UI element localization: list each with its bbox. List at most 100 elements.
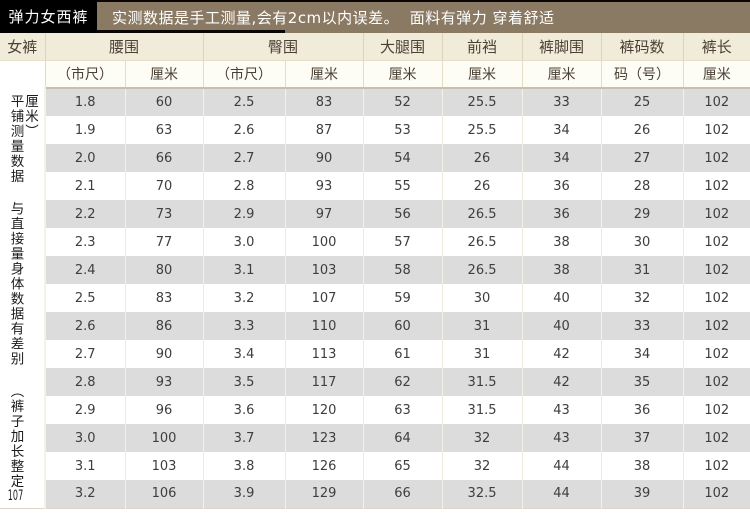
size-value-cell: 2.8 [45,368,126,396]
size-value-cell: 87 [285,116,364,144]
size-value-cell: 63 [363,396,443,424]
corner-spacer [0,60,46,88]
unit-leg-opening-cm: 厘米 [522,60,602,88]
size-value-cell: 3.1 [45,452,126,480]
size-value-cell: 34 [522,116,602,144]
size-value-cell: 1.8 [45,87,126,116]
size-value-cell: 3.1 [203,256,286,284]
size-value-cell: 31 [442,312,523,340]
size-value-cell: 3.6 [203,396,286,424]
size-value-cell: 31 [442,340,523,368]
col-group-waist: 腰围 [45,33,204,61]
size-value-cell: 62 [363,368,443,396]
size-value-cell: 1.9 [45,116,126,144]
size-value-cell: 31.5 [442,368,523,396]
size-value-cell: 63 [125,116,204,144]
size-value-cell: 102 [683,424,750,452]
size-value-cell: 83 [285,87,364,116]
size-value-cell: 96 [125,396,204,424]
size-value-cell: 26.5 [442,228,523,256]
table-row: 2.1 70 2.8 93 55 26 36 28 102 [0,172,750,200]
unit-hip-chi: （市尺） [203,60,286,88]
size-value-cell: 65 [363,452,443,480]
size-value-cell: 2.2 [45,200,126,228]
table-row: 2.5 83 3.2 107 59 30 40 32 102 [0,284,750,312]
size-value-cell: 38 [601,452,684,480]
size-value-cell: 113 [285,340,364,368]
size-value-cell: 32 [601,284,684,312]
size-value-cell: 44 [522,480,602,508]
corner-label: 女裤 [0,33,46,61]
header-unit-row: （市尺） 厘米 （市尺） 厘米 厘米 厘米 厘米 码（号） 厘米 [0,60,750,88]
size-value-cell: 58 [363,256,443,284]
size-value-cell: 102 [683,284,750,312]
size-value-cell: 93 [285,172,364,200]
size-value-cell: 26.5 [442,256,523,284]
size-value-cell: 102 [683,144,750,172]
col-group-hip: 臀围 [203,33,364,61]
table-row: 2.9 96 3.6 120 63 31.5 43 36 102 [0,396,750,424]
size-value-cell: 2.8 [203,172,286,200]
size-value-cell: 39 [601,480,684,508]
size-value-cell: 2.9 [203,200,286,228]
size-value-cell: 3.9 [203,480,286,508]
size-value-cell: 52 [363,87,443,116]
size-value-cell: 102 [683,368,750,396]
size-value-cell: 55 [363,172,443,200]
size-value-cell: 34 [522,144,602,172]
size-value-cell: 102 [683,116,750,144]
size-value-cell: 40 [522,312,602,340]
size-value-cell: 80 [125,256,204,284]
size-value-cell: 102 [683,87,750,116]
table-row: 2.4 80 3.1 103 58 26.5 38 31 102 [0,256,750,284]
size-value-cell: 2.1 [45,172,126,200]
size-value-cell: 54 [363,144,443,172]
size-value-cell: 59 [363,284,443,312]
size-value-cell: 26.5 [442,200,523,228]
table-row: 2.6 86 3.3 110 60 31 40 33 102 [0,312,750,340]
size-value-cell: 3.5 [203,368,286,396]
unit-size-code: 码（号） [601,60,684,88]
table-row: 2.3 77 3.0 100 57 26.5 38 30 102 [0,228,750,256]
table-row: 3.2 106 3.9 129 66 32.5 44 39 102 [0,480,750,508]
col-group-thigh: 大腿围 [363,33,443,61]
size-value-cell: 3.4 [203,340,286,368]
size-value-cell: 30 [601,228,684,256]
size-value-cell: 25.5 [442,116,523,144]
size-value-cell: 31 [601,256,684,284]
size-value-cell: 2.6 [45,312,126,340]
size-value-cell: 40 [522,284,602,312]
size-value-cell: 102 [683,480,750,508]
size-value-cell: 102 [683,312,750,340]
size-value-cell: 29 [601,200,684,228]
size-value-cell: 66 [363,480,443,508]
size-value-cell: 26 [442,172,523,200]
size-value-cell: 103 [125,452,204,480]
col-group-leg-opening: 裤脚围 [522,33,602,61]
size-value-cell: 27 [601,144,684,172]
table-row: 2.8 93 3.5 117 62 31.5 42 35 102 [0,368,750,396]
size-value-cell: 126 [285,452,364,480]
size-value-cell: 120 [285,396,364,424]
size-value-cell: 3.7 [203,424,286,452]
size-value-cell: 2.7 [203,144,286,172]
size-value-cell: 33 [522,87,602,116]
top-banner: 弹力女西裤 实测数据是手工测量,会有2cm以内误差。 面料有弹力 穿着舒适 [0,0,750,33]
size-value-cell: 42 [522,368,602,396]
size-value-cell: 35 [601,368,684,396]
size-value-cell: 36 [601,396,684,424]
table-row: 2.0 66 2.7 90 54 26 34 27 102 [0,144,750,172]
size-value-cell: 42 [522,340,602,368]
size-value-cell: 2.9 [45,396,126,424]
unit-front-rise-cm: 厘米 [442,60,523,88]
size-value-cell: 53 [363,116,443,144]
banner-notice-background [97,2,750,33]
size-value-cell: 66 [125,144,204,172]
unit-waist-cm: 厘米 [125,60,204,88]
size-value-cell: 102 [683,228,750,256]
size-value-cell: 90 [285,144,364,172]
size-value-cell: 44 [522,452,602,480]
size-value-cell: 106 [125,480,204,508]
size-value-cell: 102 [683,172,750,200]
measurement-notice: 实测数据是手工测量,会有2cm以内误差。 面料有弹力 穿着舒适 [112,9,555,27]
